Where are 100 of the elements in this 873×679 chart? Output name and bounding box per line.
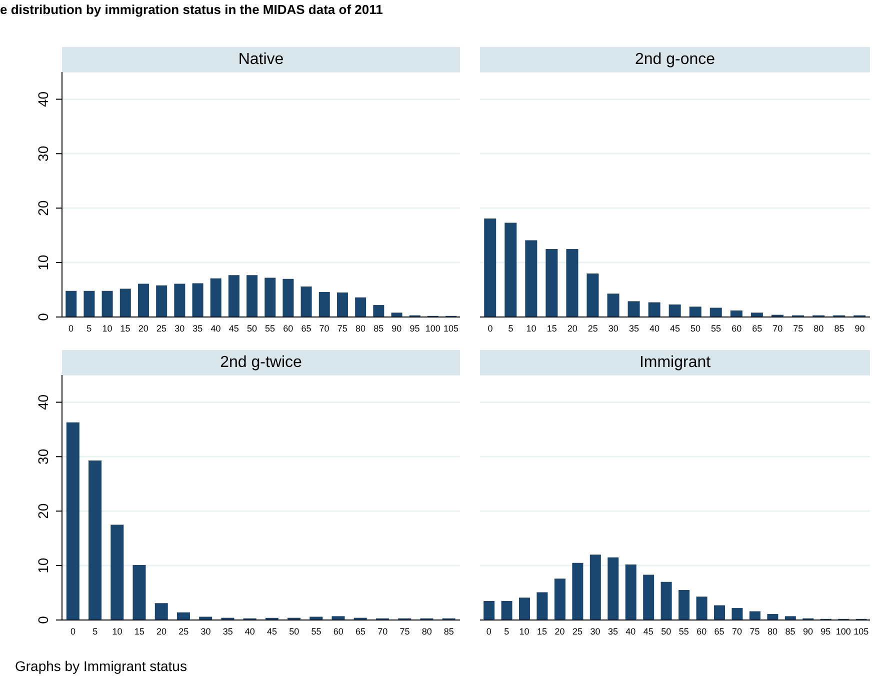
x-tick-label: 70: [732, 626, 742, 636]
bar: [484, 218, 496, 317]
y-tick-label: 10: [35, 558, 51, 574]
bar: [501, 600, 512, 620]
x-tick-label: 75: [337, 323, 348, 334]
bar: [264, 278, 276, 317]
x-tick-label: 5: [92, 626, 98, 636]
x-tick-label: 65: [301, 323, 312, 334]
bar: [696, 596, 708, 620]
x-tick-label: 90: [854, 323, 865, 334]
x-tick-label: 70: [319, 323, 330, 334]
bar: [648, 302, 660, 317]
x-tick-label: 20: [138, 323, 148, 334]
x-tick-label: 30: [200, 626, 211, 636]
bar: [484, 600, 495, 620]
x-tick-label: 45: [643, 626, 654, 636]
x-tick-label: 50: [690, 323, 701, 334]
bar: [336, 292, 348, 317]
x-tick-label: 45: [228, 323, 239, 334]
x-tick-label: 100: [836, 626, 851, 636]
x-tick-label: 50: [246, 323, 257, 334]
x-tick-label: 15: [120, 323, 130, 334]
x-tick-label: 65: [714, 626, 724, 636]
x-tick-label: 85: [444, 626, 454, 636]
bar: [525, 240, 538, 317]
x-tick-label: 35: [222, 626, 233, 636]
chart-title: Immigrant: [480, 350, 870, 375]
x-tick-label: 15: [537, 626, 548, 636]
x-tick-label: 75: [750, 626, 760, 636]
bar: [590, 554, 601, 620]
chart-title: 2nd g-once: [480, 47, 870, 72]
bar: [586, 273, 599, 317]
bar: [643, 574, 654, 620]
x-tick-label: 15: [546, 323, 557, 334]
bar: [660, 582, 672, 620]
x-tick-label: 60: [696, 626, 707, 636]
bar: [300, 286, 312, 317]
x-tick-label: 55: [711, 323, 722, 334]
bar: [546, 248, 558, 317]
x-tick-label: 45: [670, 323, 680, 334]
x-tick-label: 65: [355, 626, 366, 636]
x-tick-label: 10: [112, 626, 122, 636]
bar: [246, 275, 258, 317]
bar: [689, 306, 702, 317]
text: e distribution by immigration status in the MIDAS data of 2011: [0, 2, 383, 17]
x-tick-label: 25: [156, 323, 167, 334]
bar: [625, 564, 636, 620]
bar: [228, 275, 240, 317]
x-tick-label: 95: [410, 323, 420, 334]
x-tick-label: 80: [814, 323, 824, 334]
bar: [154, 603, 168, 620]
bar: [714, 605, 725, 620]
bar: [66, 290, 77, 317]
bar: [66, 422, 80, 620]
x-tick-label: 5: [504, 626, 510, 636]
x-tick-label: 25: [588, 323, 598, 334]
bar: [554, 578, 566, 620]
x-tick-label: 90: [802, 626, 813, 636]
bar: [310, 616, 323, 620]
bar: [318, 292, 330, 317]
y-tick-label: 20: [35, 200, 51, 216]
bar: [767, 614, 778, 620]
bar: [84, 290, 95, 317]
x-tick-label: 65: [752, 323, 762, 334]
x-tick-label: 60: [333, 626, 344, 636]
bar: [88, 460, 102, 620]
x-tick-label: 10: [519, 626, 530, 636]
x-tick-label: 40: [244, 626, 255, 636]
x-tick-label: 0: [70, 626, 76, 636]
x-tick-label: 90: [392, 323, 402, 334]
bar: [210, 278, 222, 317]
x-tick-label: 80: [767, 626, 778, 636]
bar: [607, 294, 620, 317]
bar: [750, 312, 763, 317]
x-tick-label: 40: [626, 626, 636, 636]
bar: [174, 284, 186, 317]
y-tick-label: 0: [35, 312, 51, 321]
x-tick-label: 25: [572, 626, 583, 636]
bar: [176, 612, 190, 620]
bar: [668, 304, 681, 317]
bar: [749, 611, 760, 620]
x-tick-label: 0: [486, 626, 492, 636]
x-tick-label: 105: [443, 323, 458, 334]
y-tick-label: 40: [35, 91, 51, 108]
y-tick-label: 40: [35, 394, 51, 410]
x-tick-label: 0: [488, 323, 493, 334]
bar: [156, 285, 168, 317]
x-tick-label: 70: [378, 626, 388, 636]
y-tick-label: 0: [35, 616, 51, 624]
x-tick-label: 0: [68, 323, 74, 334]
x-tick-label: 60: [732, 323, 742, 334]
x-tick-label: 85: [374, 323, 384, 334]
bar: [628, 301, 640, 317]
bar: [102, 290, 113, 317]
bar: [710, 308, 722, 317]
bar: [110, 524, 124, 620]
x-tick-label: 10: [102, 323, 112, 334]
bar: [784, 616, 796, 620]
bar: [730, 310, 742, 317]
x-tick-label: 25: [178, 626, 189, 636]
